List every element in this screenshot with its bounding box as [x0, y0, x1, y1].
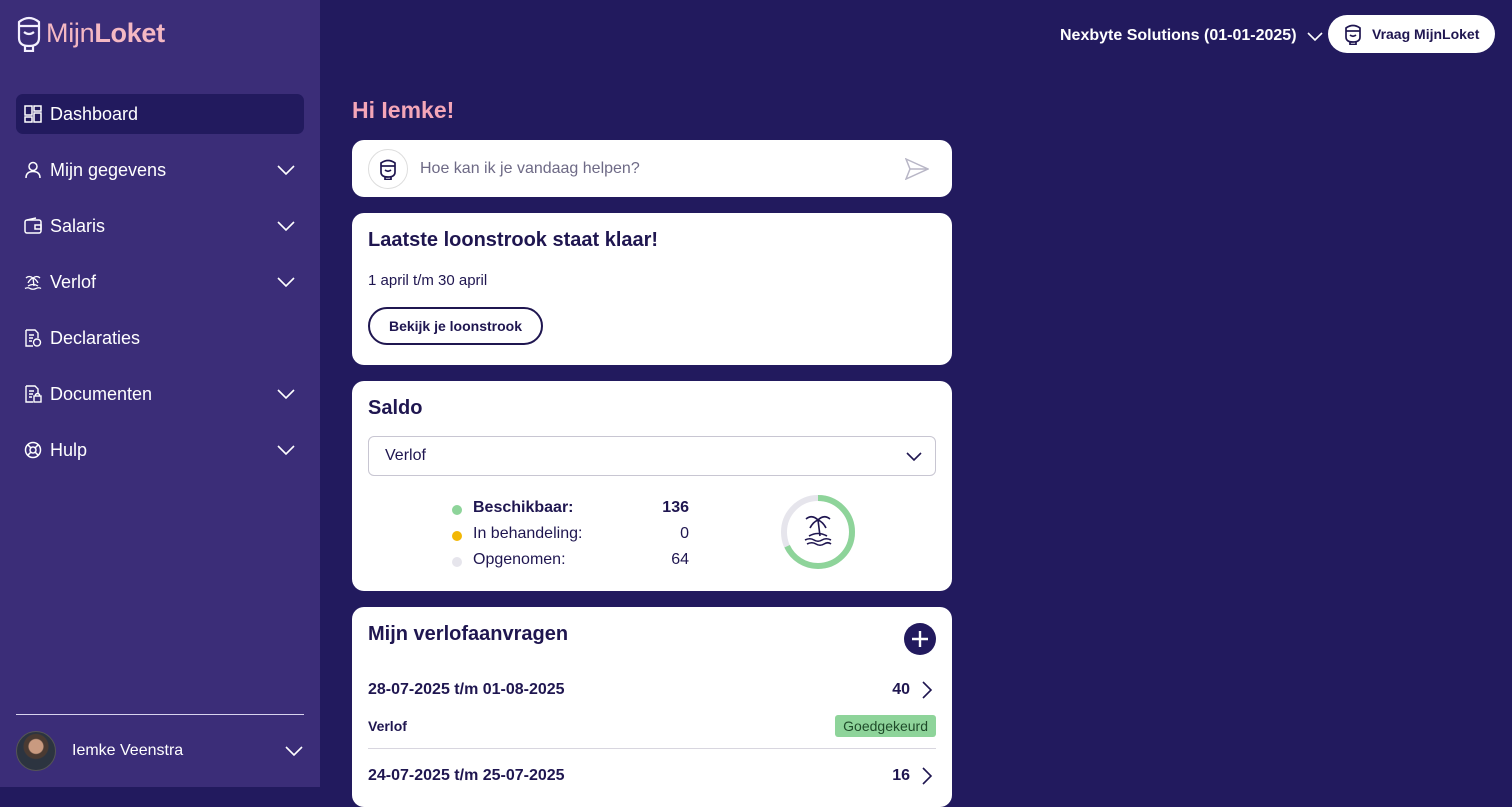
- legend-label: Opgenomen:: [473, 551, 566, 568]
- lifebuoy-icon: [24, 441, 42, 459]
- assistant-chat-bar: [352, 140, 952, 197]
- chevron-down-icon[interactable]: [276, 384, 296, 404]
- company-name: Nexbyte Solutions (01-01-2025): [1060, 27, 1297, 44]
- user-menu[interactable]: Iemke Veenstra: [16, 731, 304, 771]
- chevron-right-icon: [922, 681, 933, 699]
- legend-row-taken: Opgenomen: 64: [452, 547, 689, 573]
- payslip-card: Laatste loonstrook staat klaar! 1 april …: [352, 213, 952, 365]
- saldo-selected-value: Verlof: [385, 447, 426, 464]
- palm-tree-icon: [24, 273, 42, 291]
- receipt-icon: [24, 329, 42, 347]
- sidebar-item-hulp[interactable]: Hulp: [16, 430, 304, 470]
- legend-dot: [452, 531, 462, 541]
- sidebar-divider: [16, 714, 304, 715]
- ask-button-label: Vraag MijnLoket: [1372, 26, 1480, 42]
- sidebar-item-label: Salaris: [50, 215, 106, 236]
- add-leave-request-button[interactable]: [904, 623, 936, 655]
- mijnloket-logo[interactable]: MijnLoket: [16, 14, 165, 52]
- request-dates: 24-07-2025 t/m 25-07-2025: [368, 767, 565, 784]
- main-nav: Dashboard Mijn gegevens Salaris Verlof: [16, 94, 304, 486]
- chevron-down-icon[interactable]: [276, 216, 296, 236]
- list-item[interactable]: 28-07-2025 t/m 01-08-2025 40 Verlof Goed…: [368, 679, 936, 737]
- assistant-icon: [1345, 24, 1361, 45]
- request-dates: 28-07-2025 t/m 01-08-2025: [368, 681, 565, 698]
- leave-requests-title: Mijn verlofaanvragen: [368, 623, 569, 645]
- sidebar: MijnLoket Dashboard Mijn gegevens Salari…: [0, 0, 320, 787]
- mijnloket-logo-icon: [17, 16, 41, 52]
- user-icon: [24, 161, 42, 179]
- dashboard-icon: [24, 105, 42, 123]
- chevron-down-icon[interactable]: [276, 160, 296, 180]
- user-name: Iemke Veenstra: [72, 742, 184, 759]
- saldo-title: Saldo: [368, 397, 423, 419]
- legend-row-pending: In behandeling: 0: [452, 521, 689, 547]
- sidebar-item-label: Declaraties: [50, 327, 141, 348]
- list-item[interactable]: 24-07-2025 t/m 25-07-2025 16: [368, 765, 936, 787]
- legend-label: Beschikbaar:: [473, 499, 574, 516]
- legend-row-available: Beschikbaar: 136: [452, 495, 689, 521]
- assistant-avatar: [368, 148, 408, 189]
- legend-dot: [452, 505, 462, 515]
- status-badge: Goedgekeurd: [835, 715, 936, 737]
- sidebar-item-dashboard[interactable]: Dashboard: [16, 94, 304, 134]
- avatar: [16, 731, 56, 771]
- payslip-title: Laatste loonstrook staat klaar!: [368, 229, 659, 251]
- sidebar-item-documenten[interactable]: Documenten: [16, 374, 304, 414]
- document-icon: [24, 385, 42, 403]
- saldo-legend: Beschikbaar: 136 In behandeling: 0 Opgen…: [452, 495, 689, 573]
- sidebar-item-label: Mijn gegevens: [50, 159, 167, 180]
- sidebar-item-salaris[interactable]: Salaris: [16, 206, 304, 246]
- sidebar-item-label: Documenten: [50, 383, 153, 404]
- chevron-down-icon: [906, 452, 922, 462]
- legend-label: In behandeling:: [473, 525, 583, 542]
- page-title: Hi Iemke!: [352, 97, 455, 123]
- chevron-down-icon[interactable]: [276, 440, 296, 460]
- chevron-down-icon[interactable]: [284, 741, 304, 761]
- legend-value: 0: [680, 525, 689, 542]
- legend-value: 136: [662, 499, 689, 516]
- sidebar-item-label: Hulp: [50, 439, 88, 460]
- company-selector[interactable]: Nexbyte Solutions (01-01-2025): [1060, 24, 1323, 48]
- saldo-card: Saldo Verlof Beschikbaar: 136 In behande…: [352, 381, 952, 591]
- donut-available-arc: [781, 495, 855, 569]
- legend-dot: [452, 557, 462, 567]
- ask-mijnloket-button[interactable]: Vraag MijnLoket: [1328, 15, 1495, 53]
- chevron-right-icon: [922, 767, 933, 785]
- request-hours: 40: [892, 681, 910, 698]
- sidebar-item-label: Dashboard: [50, 103, 139, 124]
- assistant-icon: [380, 159, 396, 180]
- assistant-input[interactable]: [420, 159, 904, 178]
- list-divider: [368, 748, 936, 749]
- wallet-icon: [24, 217, 42, 235]
- legend-value: 64: [671, 551, 689, 568]
- payslip-period: 1 april t/m 30 april: [368, 272, 488, 289]
- sidebar-item-mijn-gegevens[interactable]: Mijn gegevens: [16, 150, 304, 190]
- view-payslip-button[interactable]: Bekijk je loonstrook: [368, 307, 543, 345]
- palm-tree-icon: [804, 515, 832, 547]
- plus-icon: [912, 631, 928, 647]
- saldo-donut-chart: [781, 495, 855, 569]
- logo-text: MijnLoket: [46, 17, 165, 48]
- chevron-down-icon[interactable]: [276, 272, 296, 292]
- sidebar-item-declaraties[interactable]: Declaraties: [16, 318, 304, 358]
- saldo-type-select[interactable]: Verlof: [368, 436, 936, 476]
- request-hours: 16: [892, 767, 910, 784]
- sidebar-item-verlof[interactable]: Verlof: [16, 262, 304, 302]
- request-type: Verlof: [368, 718, 407, 734]
- send-icon[interactable]: [904, 156, 930, 182]
- sidebar-item-label: Verlof: [50, 271, 97, 292]
- chevron-down-icon: [1306, 32, 1323, 42]
- leave-requests-card: Mijn verlofaanvragen 28-07-2025 t/m 01-0…: [352, 607, 952, 807]
